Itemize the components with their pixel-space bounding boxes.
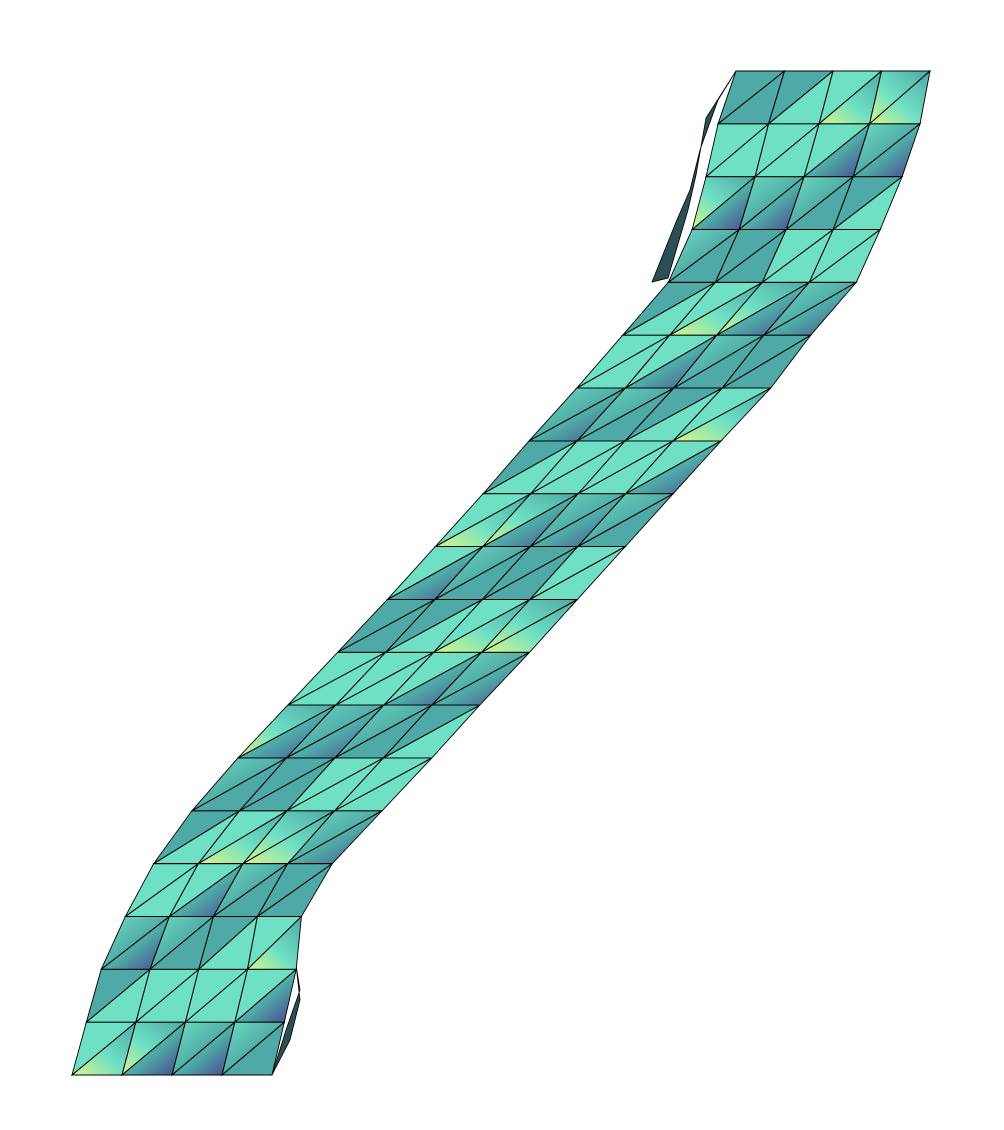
mesh-triangle-edge xyxy=(220,1020,286,1076)
mesh-edges xyxy=(70,69,932,1077)
mesh-faces xyxy=(72,71,930,1075)
side-face-top xyxy=(651,70,737,283)
